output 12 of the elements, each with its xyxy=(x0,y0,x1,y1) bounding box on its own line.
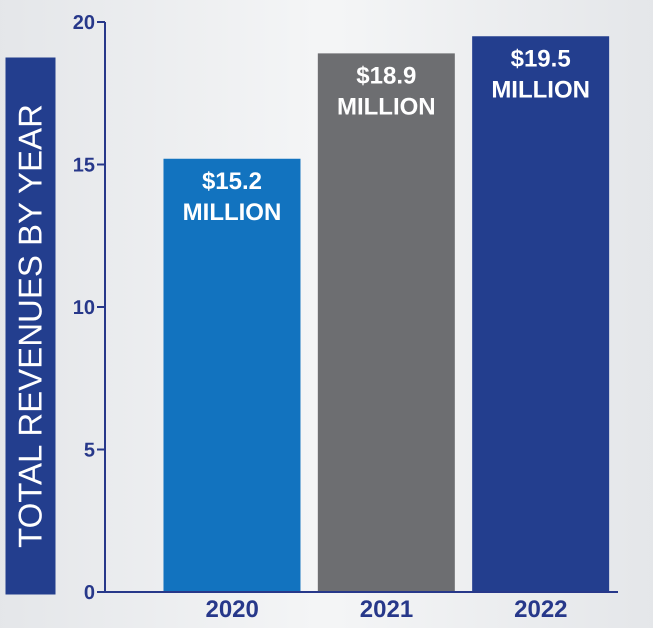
y-tick-label: 10 xyxy=(72,297,95,320)
data-label: $18.9 MILLION xyxy=(336,62,436,120)
x-tick-label: 2020 xyxy=(205,596,259,624)
y-tick-label: 5 xyxy=(84,440,95,462)
x-tick-label: 2021 xyxy=(360,596,414,624)
x-tick-label: 2022 xyxy=(514,596,568,624)
y-tick-label: 15 xyxy=(72,154,95,177)
y-tick-label: 0 xyxy=(84,582,95,604)
y-axis-title: TOTAL REVENUES BY YEAR xyxy=(6,58,56,594)
data-label: $15.2 MILLION xyxy=(182,168,282,226)
y-tick-label: 20 xyxy=(72,12,95,34)
data-label: $19.5 MILLION xyxy=(491,45,590,104)
